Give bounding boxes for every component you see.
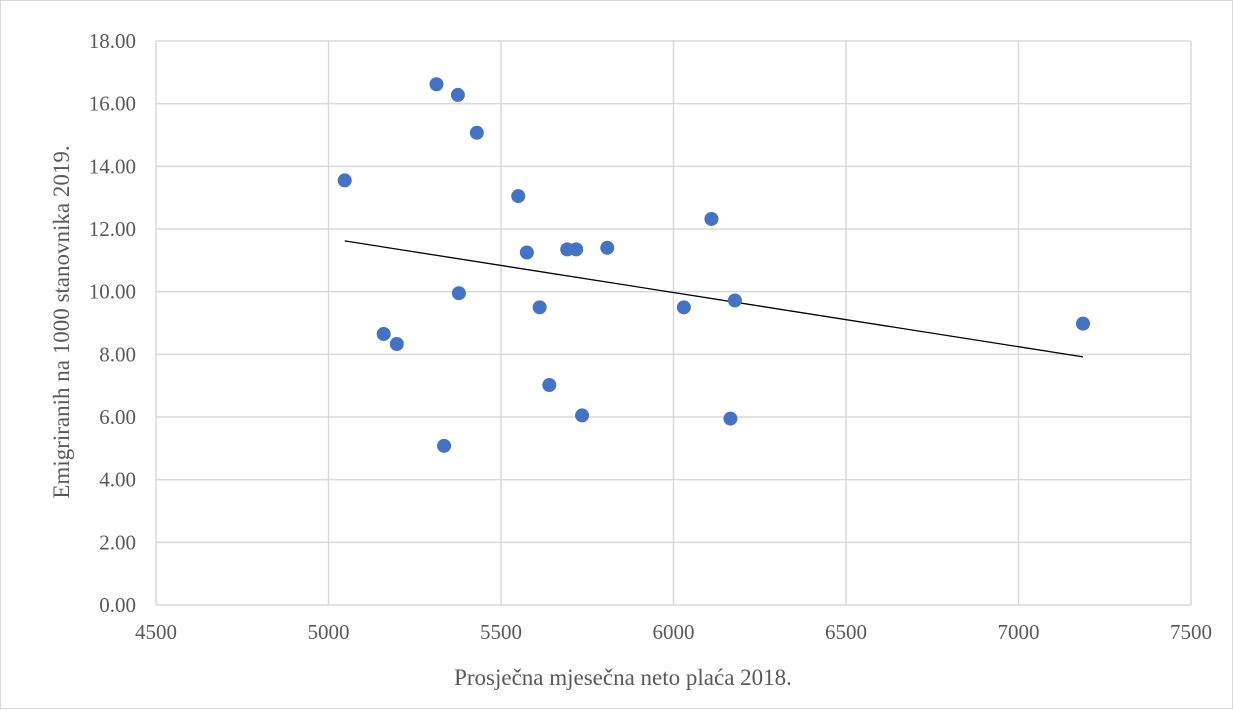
y-tick-label: 4.00 (99, 468, 136, 492)
data-point (429, 77, 444, 92)
data-point (600, 240, 615, 255)
y-tick-label: 0.00 (99, 593, 136, 617)
x-tick-label: 6500 (825, 620, 867, 644)
trendline-layer (344, 240, 1084, 358)
y-tick-label: 10.00 (89, 280, 136, 304)
data-points (337, 77, 1091, 453)
y-tick-label: 14.00 (89, 154, 136, 178)
data-point (676, 300, 691, 315)
data-point (450, 87, 465, 102)
y-tick-label: 6.00 (99, 405, 136, 429)
y-tick-label: 18.00 (89, 29, 136, 53)
data-point (389, 336, 404, 351)
x-tick-label: 5000 (308, 620, 350, 644)
x-tick-label: 7500 (1170, 620, 1212, 644)
data-point (575, 408, 590, 423)
y-tick-label: 16.00 (89, 92, 136, 116)
data-point (704, 211, 719, 226)
y-tick-label: 8.00 (99, 342, 136, 366)
data-point (532, 300, 547, 315)
data-point (727, 293, 742, 308)
y-tick-label: 12.00 (89, 217, 136, 241)
x-axis-title: Prosječna mjesečna neto plaća 2018. (454, 665, 792, 690)
axes (155, 41, 1191, 606)
y-tick-label: 2.00 (99, 530, 136, 554)
data-point (542, 378, 557, 393)
gridlines (156, 40, 1192, 605)
x-tick-label: 7000 (998, 620, 1040, 644)
data-point (437, 438, 452, 453)
data-point (376, 326, 391, 341)
x-tick-label: 5500 (480, 620, 522, 644)
data-point (1076, 316, 1091, 331)
data-point (519, 245, 534, 260)
data-point (723, 411, 738, 426)
data-point (511, 189, 526, 204)
x-tick-label: 6000 (653, 620, 695, 644)
trendline (344, 240, 1084, 358)
y-axis-title: Emigriranih na 1000 stanovnika 2019. (49, 145, 74, 498)
data-point (451, 286, 466, 301)
data-point (469, 125, 484, 140)
data-point (569, 242, 584, 257)
data-point (337, 173, 352, 188)
x-tick-label: 4500 (135, 620, 177, 644)
tick-labels: 0.00 2.00 4.00 6.00 8.00 10.00 12.00 14.00 16.00… (89, 29, 1212, 644)
